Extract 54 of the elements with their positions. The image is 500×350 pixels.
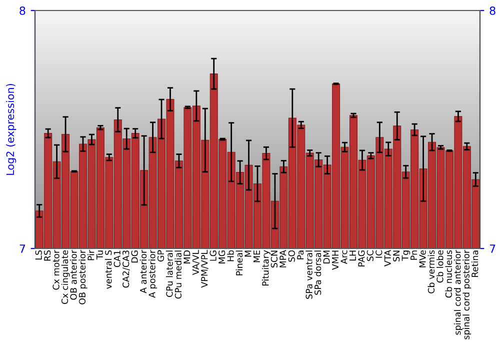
x-tick-label: SN — [393, 250, 400, 262]
x-tick-label: Pineal — [236, 250, 243, 276]
x-tick-label: CA1 — [114, 250, 120, 268]
x-tick-label: VMH — [332, 250, 338, 270]
x-tick-label: RS — [44, 250, 51, 261]
x-tick-label: CA2/CA3 — [122, 250, 130, 288]
x-tick-label: CPu lateral — [166, 250, 173, 297]
y2-tick-label: 8 — [490, 6, 496, 15]
x-tick-label: DM — [323, 250, 330, 264]
x-tick-label: LH — [350, 250, 356, 260]
x-tick-label: SPa ventral — [306, 250, 312, 299]
x-tick-label: ME — [254, 250, 260, 262]
x-tick-label: Cx cingulate — [61, 250, 70, 304]
x-tick-label: Cb nucleus — [445, 250, 452, 298]
x-tick-label: Arc — [340, 250, 348, 264]
x-tick-label: IC — [376, 250, 382, 258]
x-tick-label: CPu medial — [174, 250, 182, 299]
x-tick-label: MPA — [280, 250, 286, 268]
x-tick-label: VTA — [384, 250, 391, 266]
x-tick-label: spinal cord anterior — [454, 250, 462, 335]
x-tick-label: Tu — [96, 250, 103, 260]
x-tick-label: LS — [35, 250, 42, 260]
x-tick-label: A posterior — [148, 250, 158, 298]
x-tick-label: SPa dorsal — [314, 250, 322, 295]
x-tick-label: Retina — [471, 250, 478, 277]
x-tick-label: VA/VL — [192, 250, 200, 276]
x-tick-label: GP — [157, 250, 164, 262]
x-tick-label: SCN — [270, 250, 278, 268]
x-tick-label: PAG — [358, 250, 365, 266]
x-tick-label: MVe — [419, 250, 426, 268]
x-tick-label: MD — [184, 250, 190, 264]
x-tick-label: A anterior — [140, 250, 147, 294]
x-tick-label: VPM/VPL — [201, 250, 208, 288]
x-tick-label: ventral S — [104, 250, 112, 289]
x-tick-label: Pir — [87, 250, 94, 260]
x-tick-label: Pituitary — [262, 250, 270, 286]
x-tick-label: Pn — [410, 250, 417, 260]
x-tick-label: LG — [210, 250, 216, 261]
x-tick-label: OB anterior — [70, 250, 77, 300]
x-tick-label: MG — [218, 250, 226, 264]
x-tick-label: Cx motor — [52, 250, 60, 290]
x-tick-label: Cb vermis — [428, 250, 435, 294]
x-tick-label: M — [244, 250, 252, 257]
x-tick-label: SC — [366, 250, 374, 261]
x-tick-label: Hb — [227, 250, 234, 262]
y2-tick-label: 7 — [490, 244, 496, 253]
x-tick-label: Pa — [297, 250, 304, 260]
y-axis-title: Log2 (expression) — [6, 84, 16, 175]
x-tick-label: Cb lobe — [436, 250, 444, 283]
x-tick-label: OB posterior — [78, 250, 88, 304]
x-tick-label: spinal cord posterior — [462, 250, 472, 340]
x-tick-label: SO — [288, 250, 295, 262]
x-tick-label: Tg — [402, 250, 410, 261]
x-tick-label: DG — [131, 250, 138, 263]
